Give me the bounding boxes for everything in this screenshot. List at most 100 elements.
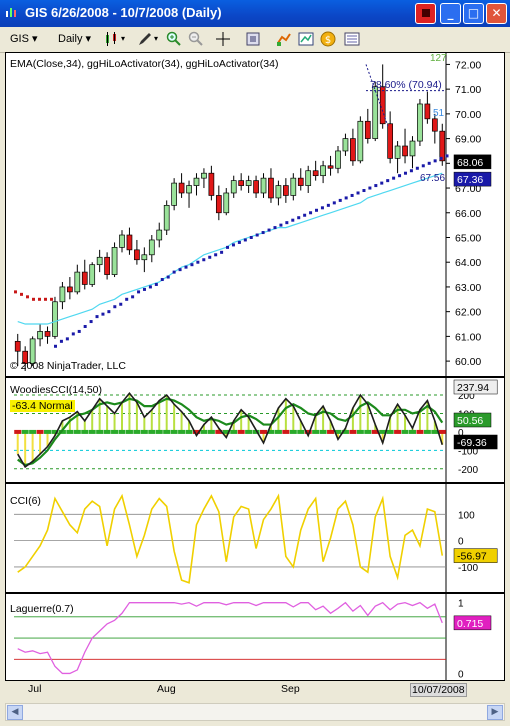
scroll-right-icon[interactable]: ▶ [487,705,503,720]
candle-body [22,350,29,364]
hilo-up-dot [398,174,402,178]
indicators-icon[interactable] [276,31,292,47]
cci-value-badge-bg [453,548,498,563]
candle-body [327,165,334,169]
woodies-zero-marker [133,429,141,434]
hilo-up-dot [154,282,158,286]
candle-body [387,123,393,159]
hilo-up-dot [54,344,57,348]
woodies-zero-marker [178,429,186,434]
hilo-up-dot [196,260,200,264]
zoom-out-icon[interactable] [188,31,204,47]
minimize-button[interactable]: _ [440,3,461,24]
woodies-zero-marker [245,429,253,434]
woodies-zero-marker [230,429,238,434]
candle-body [245,180,252,186]
scroll-left-icon[interactable]: ◀ [7,705,23,720]
hilo-up-dot [148,285,152,289]
draw-dropdown-icon[interactable]: ▾ [154,34,159,43]
hilo-up-dot [421,164,425,168]
x-label-sep: Sep [281,683,300,695]
strategies-icon[interactable] [298,31,314,47]
hilo-up-dot [285,221,289,225]
woodies-zero-marker [386,429,394,434]
candle-body [394,145,401,159]
woodies-zero-marker [260,429,268,434]
woodies-zero-marker [394,429,402,434]
hilo-up-dot [184,265,188,269]
candle-body [171,182,177,206]
crosshair-icon[interactable] [215,31,231,47]
price-tick-label: 60.00 [455,356,481,368]
instrument-label: GIS [10,33,29,45]
price-tick-label: 71.00 [455,84,481,96]
candle-body [141,254,148,261]
candle-body [156,229,163,241]
woodies-zero-marker [371,429,379,434]
price-panel: 72.0071.0070.0069.0068.0067.0066.0065.00… [5,52,505,377]
hilo-up-dot [267,228,271,232]
hilo-up-dot [303,213,307,217]
hilo-up-dot [415,166,419,170]
chart-style-dropdown-icon[interactable]: ▾ [121,34,126,43]
candle-body [305,170,312,186]
hilo-up-dot [237,240,241,244]
draw-pencil-icon[interactable] [137,31,153,47]
last-price-badge: 68.06 [457,157,483,169]
candle-body [275,185,282,199]
hilo-up-dot [255,233,259,237]
candlestick-style-icon[interactable] [104,31,120,47]
hilo-up-dot [125,297,129,301]
zoom-in-icon[interactable] [166,31,182,47]
laguerre-value-badge-bg [453,615,492,631]
candle-body [178,182,185,194]
woodies-zero-marker [274,429,282,434]
hilo-up-dot [427,161,431,165]
maximize-button[interactable]: □ [463,3,484,24]
x-label-jul: Jul [28,683,42,695]
candle-body [230,180,237,194]
instrument-selector[interactable]: GIS ▾ [10,33,38,45]
dollar-icon[interactable]: $ [320,31,336,47]
price-tick-label: 65.00 [455,232,481,244]
hilo-up-dot [403,171,407,175]
woodies-zero-marker [408,429,416,434]
hilo-down-dot [50,297,53,301]
close-button[interactable]: ✕ [486,3,507,24]
ema-line [17,172,443,325]
candle-body [312,170,319,177]
hilo-up-dot [190,263,194,267]
hilo-up-dot [220,250,224,254]
hilo-up-dot [226,245,230,249]
woodies-zero-marker [192,429,200,434]
data-box-icon[interactable] [344,31,360,47]
cci-label: CCI(6) [10,495,41,507]
woodies-zero-marker [200,429,208,434]
last-price-badge-bg [453,154,492,170]
hilo-up-dot [160,278,164,282]
woodies-tick-label: -200 [458,465,478,476]
candle-body [350,138,356,162]
woodies-zero-marker [118,429,126,434]
properties-icon[interactable] [245,31,261,47]
woodies-turbo-line [17,397,444,467]
candle-body [52,301,58,337]
woodies-zero-marker [36,429,44,434]
ema-value-badge-bg [453,171,492,187]
cci-tick-label: 0 [458,537,464,548]
woodies-zero-marker [163,429,171,434]
woodies-zero-marker [341,429,349,434]
laguerre-line [17,601,443,675]
price-tick-label: 63.00 [455,282,481,294]
candle-body [111,247,118,275]
candle-body [74,271,81,293]
close-red-icon[interactable] [415,3,436,24]
hilo-up-dot [344,196,348,200]
horizontal-scrollbar[interactable]: ◀ ▶ [5,703,505,721]
hilo-down-dot [26,295,29,299]
hilo-up-dot [445,154,449,158]
woodies-zero-marker [356,429,364,434]
candle-body [44,331,51,337]
interval-selector[interactable]: Daily ▾ [58,33,92,45]
